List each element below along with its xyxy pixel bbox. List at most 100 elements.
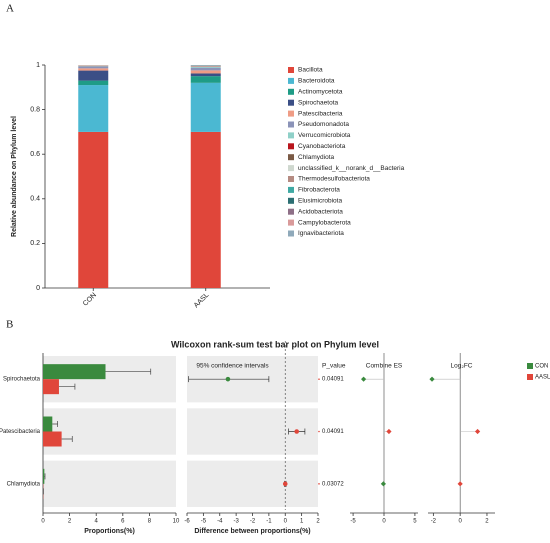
error-bar	[52, 421, 58, 427]
p-value: 0.03072	[322, 481, 344, 487]
bar-segment	[190, 82, 221, 132]
x-tick-label: 10	[173, 519, 180, 525]
legend-swatch	[288, 165, 294, 172]
y-tick-label: Chlamydiota	[7, 481, 41, 487]
x-tick-label: CON	[82, 292, 98, 308]
row-band	[187, 460, 318, 507]
diff-point	[282, 481, 288, 487]
x-tick-label: 6	[121, 519, 125, 525]
legend-swatch	[288, 219, 294, 226]
bar-segment	[78, 70, 109, 81]
x-tick-label: -6	[184, 519, 190, 525]
legend-swatch	[288, 143, 294, 150]
y-axis-label: Relative abundance on Phylum level	[11, 116, 18, 237]
es-point	[386, 428, 392, 435]
legend-label: Spirochaetota	[298, 99, 338, 106]
p-dot	[318, 483, 320, 485]
legend-label: Chlamydiota	[298, 154, 335, 161]
x-tick-label: 4	[95, 519, 99, 525]
x-tick-label: 0	[284, 519, 288, 525]
row-band	[43, 408, 176, 455]
x-tick-label: AASL	[193, 292, 211, 310]
panel-label: B	[6, 319, 13, 331]
x-tick-label: 8	[148, 519, 152, 525]
bar-segment	[78, 80, 109, 86]
panel-header: 95% confidence intervals	[196, 363, 269, 370]
bar	[43, 431, 62, 447]
bar-segment	[190, 76, 221, 83]
row-band	[43, 460, 176, 507]
y-tick-label: 0.4	[30, 196, 40, 203]
x-tick-label: 1	[300, 519, 304, 525]
diff-point	[294, 429, 300, 434]
p-dot	[318, 430, 320, 433]
p-value: 0.04091	[322, 377, 344, 383]
x-tick-label: -1	[266, 519, 272, 525]
legend-label: Acidobacteriota	[298, 208, 343, 215]
x-tick-label: 0	[458, 519, 462, 525]
legend-swatch	[288, 88, 294, 95]
legend-swatch	[288, 110, 294, 117]
panel-header: Log₂FC	[450, 363, 472, 370]
legend-swatch	[288, 186, 294, 193]
legend-label: unclassified_k__norank_d__Bacteria	[298, 165, 405, 172]
x-tick-label: -2	[431, 519, 437, 525]
bar	[43, 364, 106, 380]
legend-label: Campylobacterota	[298, 219, 351, 226]
y-tick-label: Patescibacteria	[0, 429, 41, 435]
chart-title: Wilcoxon rank-sum test bar plot on Phylu…	[171, 339, 379, 349]
legend-label: Verrucomicrobiota	[298, 132, 351, 139]
bar-segment	[190, 66, 221, 68]
legend-swatch	[288, 197, 294, 204]
legend-swatch	[288, 132, 294, 139]
x-tick-label: -2	[250, 519, 256, 525]
error-bar	[105, 368, 152, 375]
x-tick-label: 0	[41, 519, 45, 525]
x-tick-label: -3	[233, 519, 239, 525]
x-axis-label: Proportions(%)	[84, 528, 135, 535]
legend-label: CON	[535, 364, 548, 370]
y-tick-label: 0.6	[30, 151, 40, 158]
legend-label: AASL	[535, 375, 550, 381]
x-tick-label: -5	[350, 519, 356, 525]
x-tick-label: -4	[217, 519, 223, 525]
y-tick-label: 0	[36, 285, 40, 292]
x-tick-label: 2	[485, 519, 489, 525]
bar-segment	[78, 68, 109, 71]
legend-label: Patescibacteria	[298, 110, 343, 117]
panel-header: Combine ES	[366, 363, 403, 370]
x-tick-label: 5	[413, 519, 417, 525]
legend-swatch	[527, 363, 533, 369]
legend-label: Bacillota	[298, 67, 323, 74]
bar-segment	[190, 70, 221, 74]
x-tick-label: -5	[201, 519, 207, 525]
es-point	[474, 428, 481, 435]
panel-header: P_value	[322, 363, 346, 370]
bar-segment	[78, 85, 109, 132]
legend-label: Ignavibacteriota	[298, 230, 344, 237]
es-point	[361, 376, 367, 382]
bar	[43, 379, 59, 395]
y-tick-label: 0.8	[30, 106, 40, 113]
y-tick-label: 1	[36, 62, 40, 69]
legend-swatch	[288, 154, 294, 161]
bar-segment	[190, 67, 221, 71]
error-bar	[44, 473, 46, 480]
x-tick-label: 2	[68, 519, 72, 525]
legend-label: Cyanobacteriota	[298, 143, 346, 150]
legend-label: Bacteroidota	[298, 78, 335, 85]
legend-swatch	[288, 99, 294, 106]
error-bar	[58, 383, 76, 390]
panel-label: A	[6, 3, 14, 15]
legend-swatch	[288, 77, 294, 84]
legend-swatch	[288, 176, 294, 182]
bar-segment	[78, 131, 109, 288]
x-tick-label: 2	[316, 519, 320, 525]
legend-swatch	[288, 67, 294, 73]
es-point	[380, 481, 386, 487]
es-point	[457, 481, 463, 487]
bar	[43, 416, 53, 432]
y-tick-label: Spirochaetota	[3, 377, 41, 383]
diff-point	[225, 376, 231, 382]
